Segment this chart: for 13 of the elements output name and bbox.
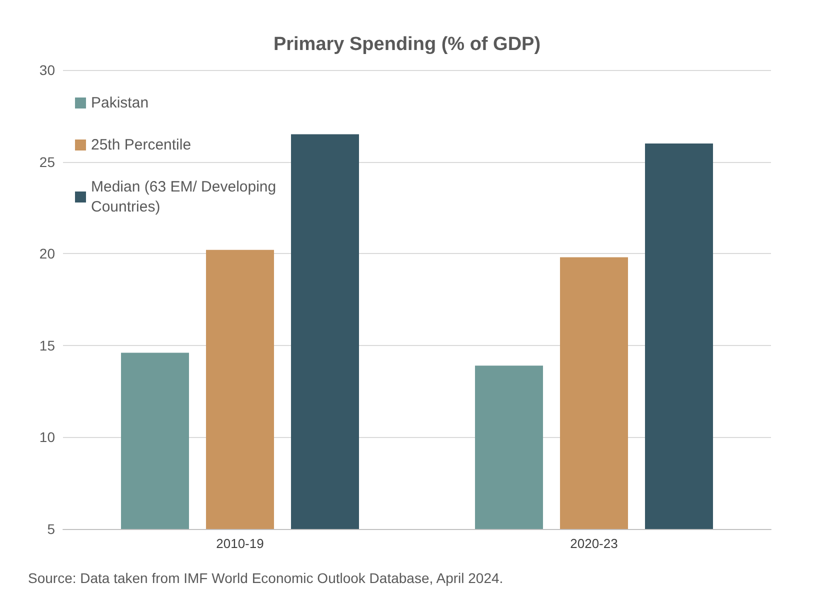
legend-label: Median (63 EM/ Developing Countries) xyxy=(91,178,280,216)
y-tick-label: 10 xyxy=(39,429,56,446)
y-tick-label: 20 xyxy=(39,246,56,262)
x-tick-label: 2010-19 xyxy=(216,536,264,551)
legend-label: Pakistan xyxy=(91,94,149,112)
x-tick-label: 2020-23 xyxy=(570,536,618,551)
y-tick-label: 5 xyxy=(47,521,56,537)
source-note: Source: Data taken from IMF World Economic Outlook Database, April 2024. xyxy=(28,570,504,586)
y-tick-label: 25 xyxy=(39,154,56,170)
chart-title: Primary Spending (% of GDP) xyxy=(273,34,541,55)
y-tick-label: 15 xyxy=(39,337,56,354)
legend-label: 25th Percentile xyxy=(91,136,192,154)
y-tick-label: 30 xyxy=(39,62,56,78)
